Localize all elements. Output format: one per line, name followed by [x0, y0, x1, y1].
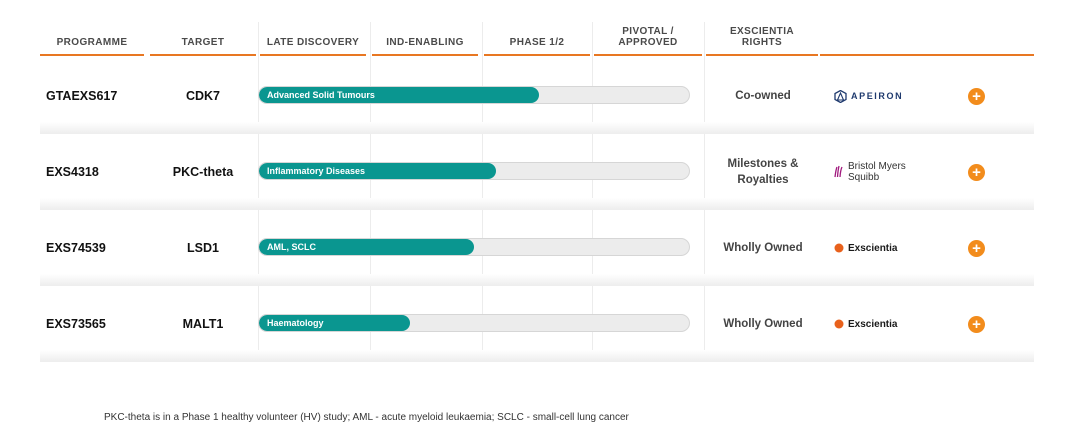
header-exscientia-rights: EXSCIENTIA RIGHTS — [706, 22, 818, 56]
partner-logo: Exscientia — [834, 210, 954, 286]
row-divider — [40, 198, 1034, 210]
rights-text: Milestones & Royalties — [727, 158, 799, 186]
row-divider — [40, 274, 1034, 286]
programme-name: EXS4318 — [46, 165, 99, 179]
table-row: EXS74539 LSD1 AML, SCLC Wholly Owned Exs… — [40, 210, 1034, 286]
indication-label: Haematology — [267, 318, 324, 328]
rights-text: Wholly Owned — [723, 318, 803, 330]
target-name: LSD1 — [187, 241, 219, 255]
progress-fill — [259, 315, 410, 331]
partner-name: APEIRON — [851, 91, 904, 101]
table-row: EXS73565 MALT1 Haematology Wholly Owned … — [40, 286, 1034, 362]
column-divider — [482, 22, 483, 362]
bms-logo-icon — [834, 165, 843, 178]
progress-bar: Inflammatory Diseases — [258, 162, 690, 180]
header-pivotal-approved: PIVOTAL / APPROVED — [594, 22, 702, 56]
row-divider — [40, 350, 1034, 362]
target-name: MALT1 — [182, 317, 224, 331]
partner-name: Exscientia — [848, 242, 898, 254]
header-programme: PROGRAMME — [40, 22, 144, 56]
partner-name: Exscientia — [848, 318, 898, 330]
expand-button[interactable]: + — [968, 316, 985, 333]
partner-logo: Exscientia — [834, 286, 954, 362]
table-row: EXS4318 PKC-theta Inflammatory Diseases … — [40, 134, 1034, 210]
header-target: TARGET — [150, 22, 256, 56]
column-divider — [592, 22, 593, 362]
header-late-discovery: LATE DISCOVERY — [260, 22, 366, 56]
expand-button[interactable]: + — [968, 88, 985, 105]
table-row: GTAEXS617 CDK7 Advanced Solid Tumours Co… — [40, 58, 1034, 134]
programme-name: EXS74539 — [46, 241, 106, 255]
programme-name: EXS73565 — [46, 317, 106, 331]
column-divider — [704, 22, 705, 362]
expand-button[interactable]: + — [968, 240, 985, 257]
target-name: PKC-theta — [172, 165, 234, 179]
rights-text: Wholly Owned — [723, 242, 803, 254]
header-ind-enabling: IND-ENABLING — [372, 22, 478, 56]
progress-bar: Haematology — [258, 314, 690, 332]
indication-label: Advanced Solid Tumours — [267, 90, 375, 100]
progress-fill — [259, 239, 474, 255]
exscientia-logo-icon — [834, 243, 844, 253]
table-header: PROGRAMME TARGET LATE DISCOVERY IND-ENAB… — [40, 0, 1034, 58]
indication-label: AML, SCLC — [267, 242, 316, 252]
progress-fill — [259, 163, 496, 179]
exscientia-logo-icon — [834, 319, 844, 329]
pipeline-table: PROGRAMME TARGET LATE DISCOVERY IND-ENAB… — [40, 0, 1034, 362]
footnote: PKC-theta is in a Phase 1 healthy volunt… — [104, 412, 629, 423]
progress-fill — [259, 87, 539, 103]
indication-label: Inflammatory Diseases — [267, 166, 366, 176]
progress-bar: AML, SCLC — [258, 238, 690, 256]
header-phase-1-2: PHASE 1/2 — [484, 22, 590, 56]
apeiron-logo-icon — [834, 89, 847, 103]
target-name: CDK7 — [185, 89, 221, 103]
progress-bar: Advanced Solid Tumours — [258, 86, 690, 104]
partner-logo: Bristol Myers Squibb — [834, 134, 954, 210]
column-divider — [370, 22, 371, 362]
programme-name: GTAEXS617 — [46, 89, 118, 103]
row-divider — [40, 122, 1034, 134]
column-divider — [258, 22, 259, 362]
partner-name: Bristol Myers Squibb — [848, 161, 906, 183]
rights-text: Co-owned — [735, 90, 791, 102]
expand-button[interactable]: + — [968, 164, 985, 181]
partner-logo: APEIRON — [834, 58, 954, 134]
header-spacer — [820, 22, 1034, 56]
